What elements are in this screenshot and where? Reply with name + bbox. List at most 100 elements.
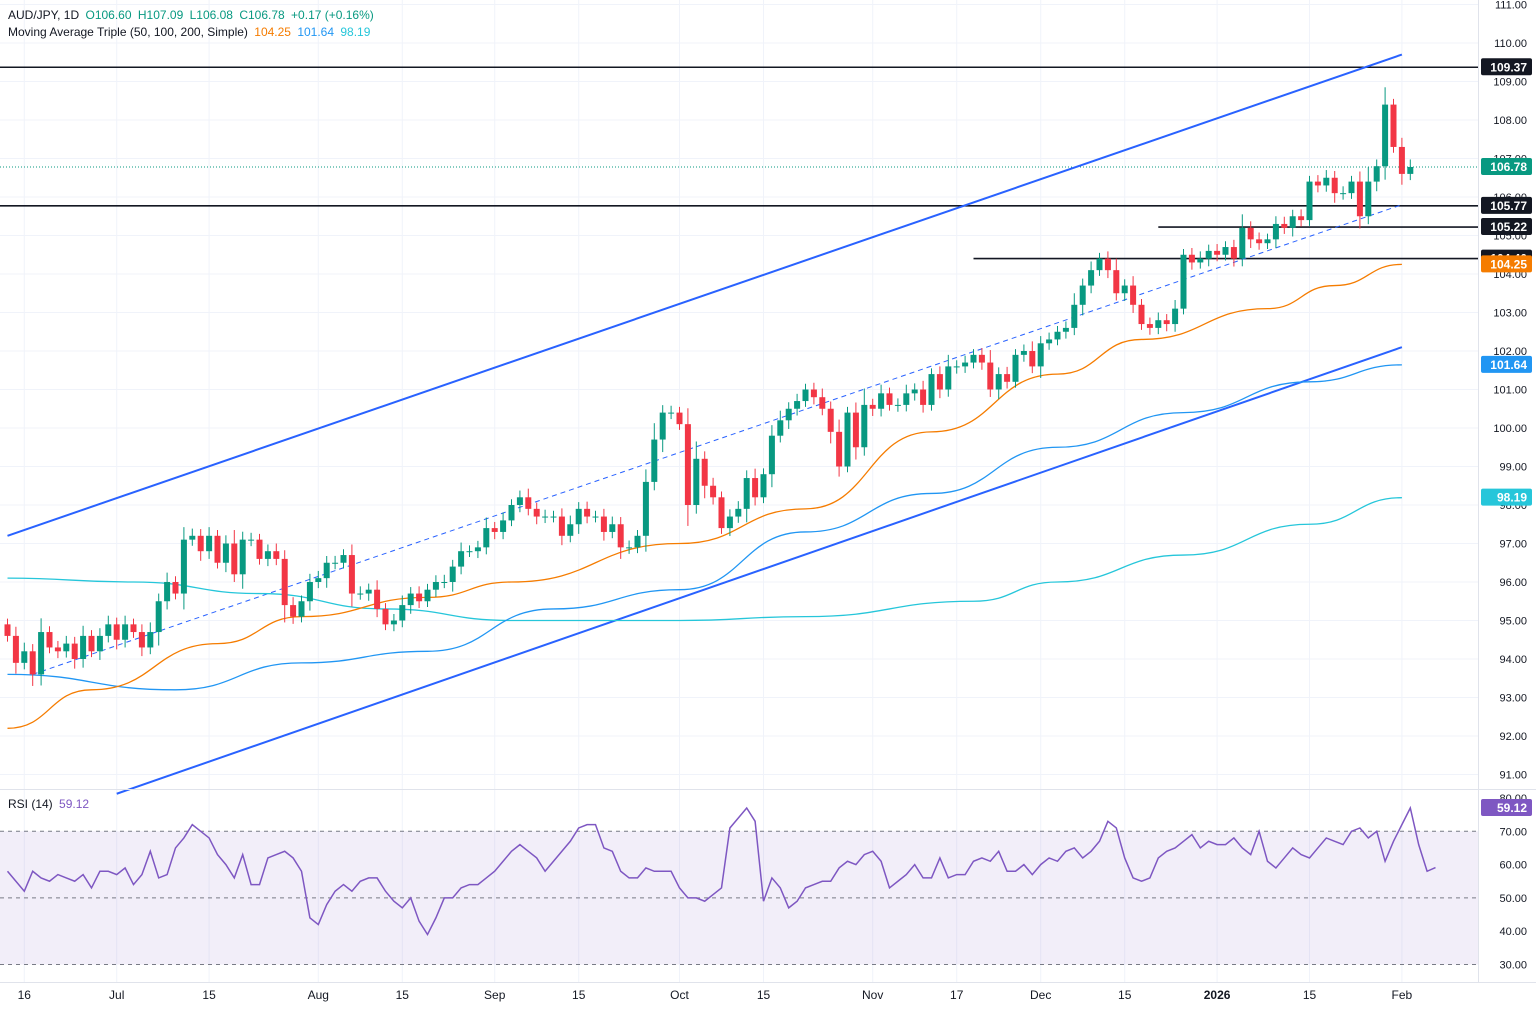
candle-body xyxy=(54,647,61,652)
candle-body xyxy=(1004,374,1011,382)
channel-mid-line xyxy=(32,204,1403,675)
x-tick-label: 15 xyxy=(572,988,586,1002)
y-tick-label: 103.00 xyxy=(1493,308,1527,320)
y-tick-label: 94.00 xyxy=(1499,654,1527,666)
x-tick-label: Nov xyxy=(862,988,883,1002)
candle-body xyxy=(399,605,406,621)
candle-body xyxy=(1163,320,1170,325)
candle-body xyxy=(189,535,196,540)
x-tick-label: 15 xyxy=(757,988,771,1002)
rsi-line xyxy=(6,805,1436,937)
candle-body xyxy=(256,539,263,559)
candle-body xyxy=(886,393,893,405)
price-labels: 109.37106.78105.77105.22104.40104.25101.… xyxy=(1481,58,1532,816)
rsi-pane xyxy=(0,805,1478,965)
x-tick-label: Oct xyxy=(670,988,689,1002)
candle-body xyxy=(752,478,759,498)
candle-body xyxy=(978,354,985,363)
rsi-tick-label: 70.00 xyxy=(1499,826,1527,838)
candle-body xyxy=(743,478,750,509)
candle-body xyxy=(659,412,666,440)
candle-body xyxy=(172,582,179,594)
candle-body xyxy=(600,516,607,532)
candle-body xyxy=(1088,270,1095,286)
x-tick-label: 15 xyxy=(1303,988,1317,1002)
candle-body xyxy=(542,516,549,518)
candle-body xyxy=(407,593,414,606)
ma200-value: 98.19 xyxy=(340,25,371,39)
rsi-tick-label: 30.00 xyxy=(1499,960,1527,972)
candle-body xyxy=(810,389,817,398)
candle-body xyxy=(852,412,859,448)
y-tick-label: 109.00 xyxy=(1493,77,1527,89)
moving-averages xyxy=(7,263,1402,729)
ma50-value: 104.25 xyxy=(254,25,291,39)
y-tick-label: 99.00 xyxy=(1499,462,1527,474)
candle-body xyxy=(214,535,221,563)
y-tick-label: 91.00 xyxy=(1499,770,1527,782)
candle-body xyxy=(718,497,725,529)
candle-body xyxy=(1298,216,1305,221)
channel-lower-line xyxy=(116,346,1403,795)
candle-body xyxy=(1407,166,1414,174)
x-tick-label: 15 xyxy=(202,988,216,1002)
rsi-label: RSI (14) xyxy=(8,797,53,811)
channel-upper-line xyxy=(7,53,1403,537)
candle-body xyxy=(365,589,372,594)
price-label: 106.78 xyxy=(1490,160,1527,174)
candle-body xyxy=(651,439,658,482)
candle-body xyxy=(819,397,826,409)
rsi-legend: RSI (14) 59.12 xyxy=(8,797,92,811)
candle-body xyxy=(626,547,633,549)
candle-body xyxy=(46,632,53,648)
y-tick-label: 96.00 xyxy=(1499,577,1527,589)
candle-body xyxy=(1281,223,1288,228)
candle-body xyxy=(1256,239,1263,244)
candle-body xyxy=(1037,343,1044,367)
candle-body xyxy=(491,528,498,532)
candle-body xyxy=(844,412,851,467)
candle-body xyxy=(693,458,700,505)
candle-body xyxy=(1113,270,1120,294)
candle-body xyxy=(945,366,952,390)
x-tick-label: 17 xyxy=(950,988,964,1002)
candle-body xyxy=(1146,324,1153,328)
candle-body xyxy=(903,393,910,405)
y-tick-label: 102.00 xyxy=(1493,346,1527,358)
candle-body xyxy=(29,651,36,675)
candle-body xyxy=(500,520,507,532)
x-tick-label: Feb xyxy=(1392,988,1413,1002)
candle-body xyxy=(113,624,120,640)
candle-body xyxy=(298,601,305,617)
candle-body xyxy=(424,589,431,602)
candle-body xyxy=(894,404,901,406)
rsi-label-box xyxy=(1481,798,1532,816)
candle-body xyxy=(441,582,448,583)
ma100-value: 101.64 xyxy=(297,25,335,39)
candle-body xyxy=(357,593,364,595)
candle-body xyxy=(416,593,423,602)
candle-body xyxy=(525,497,532,509)
candle-body xyxy=(1079,285,1086,305)
y-tick-label: 97.00 xyxy=(1499,539,1527,551)
price-label-box xyxy=(1481,157,1532,175)
y-tick-label: 101.00 xyxy=(1493,385,1527,397)
ma-legend: Moving Average Triple (50, 100, 200, Sim… xyxy=(8,25,373,39)
candle-body xyxy=(1130,285,1137,305)
candle-body xyxy=(777,420,784,436)
price-label: 104.25 xyxy=(1490,257,1527,271)
low-value: L106.08 xyxy=(189,8,233,22)
candle-body xyxy=(1071,304,1078,328)
candle-body xyxy=(80,635,87,659)
candle-body xyxy=(878,393,885,409)
y-tick-label: 95.00 xyxy=(1499,616,1527,628)
candle-body xyxy=(567,524,574,536)
candle-body xyxy=(609,524,616,532)
high-value: H107.09 xyxy=(137,8,184,22)
close-value: C106.78 xyxy=(239,8,285,22)
candle-body xyxy=(1054,331,1061,340)
candle-body xyxy=(180,539,187,594)
candle-body xyxy=(105,624,112,636)
